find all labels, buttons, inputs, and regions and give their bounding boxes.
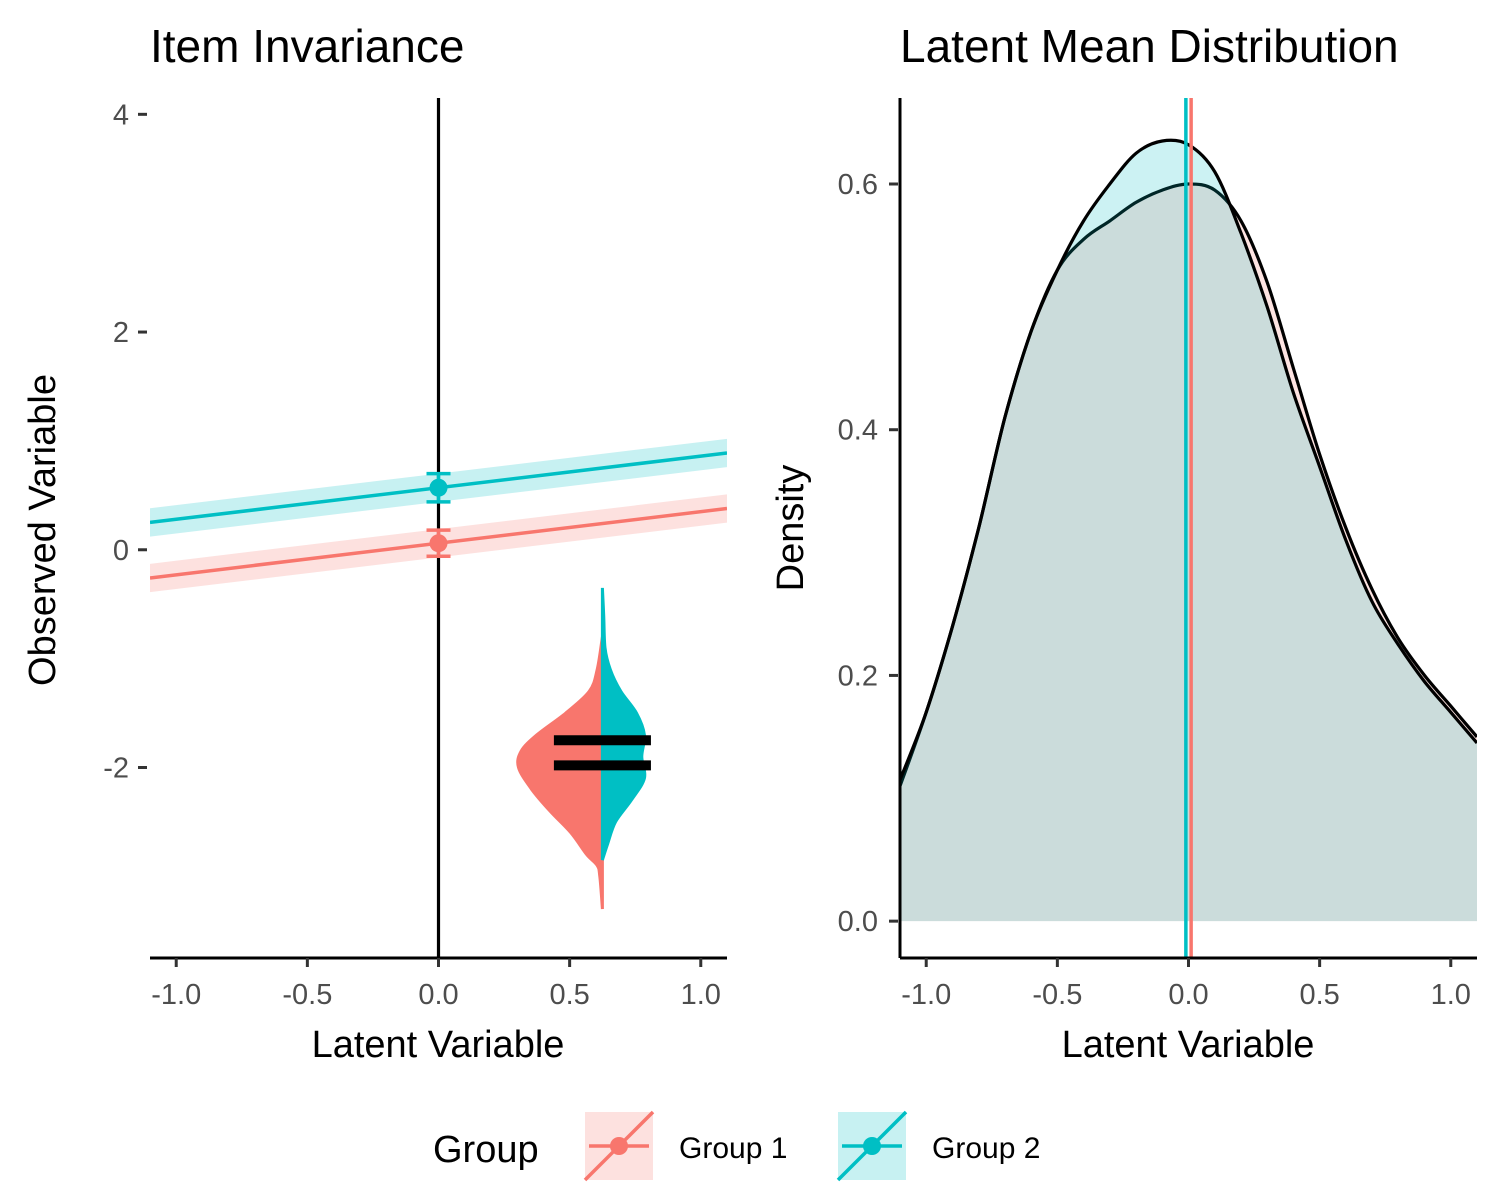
left-axes: -1.0 -0.5 0.0 0.5 1.0 -2 0 2 4 — [103, 99, 727, 1011]
right-plot-area — [900, 98, 1477, 958]
group-2-density-area — [900, 140, 1477, 922]
group-2-density-curve — [900, 138, 1477, 781]
group-2-legend-point — [863, 1137, 881, 1155]
group-2-intercept-point — [429, 478, 448, 497]
left-x-tick-label: -1.0 — [151, 979, 201, 1011]
right-x-tick-label: 0.5 — [1299, 979, 1339, 1011]
left-x-tick-label: 0.0 — [418, 979, 458, 1011]
legend-title: Group — [433, 1129, 539, 1171]
right-y-tick-label: 0.6 — [838, 169, 878, 201]
group-1-legend-label: Group 1 — [679, 1132, 787, 1165]
group-1-violin-half — [516, 636, 604, 910]
left-y-tick-label: 0 — [113, 535, 129, 567]
right-x-tick-label: 1.0 — [1431, 979, 1471, 1011]
left-y-axis-title: Observed Variable — [22, 374, 64, 686]
left-plot-area — [150, 98, 727, 958]
legend: Group Group 1 Group 2 — [433, 1110, 1040, 1182]
right-chart-title: Latent Mean Distribution — [900, 20, 1399, 72]
left-chart-title: Item Invariance — [150, 20, 464, 72]
right-x-tick-label: 0.0 — [1168, 979, 1208, 1011]
group-1-density-area — [900, 184, 1477, 922]
right-axes: -1.0 -0.5 0.0 0.5 1.0 0.0 0.2 0.4 0.6 — [838, 98, 1477, 1011]
left-x-tick-label: 1.0 — [681, 979, 721, 1011]
right-y-axis-title: Density — [770, 465, 812, 592]
group-2-legend-label: Group 2 — [932, 1132, 1040, 1165]
latent-mean-distribution-panel: Latent Mean Distribution -1.0 -0.5 0.0 0.5 1… — [770, 20, 1477, 1066]
right-y-tick-label: 0.4 — [838, 415, 878, 447]
left-y-tick-label: 4 — [113, 99, 129, 131]
right-y-tick-label: 0.2 — [838, 660, 878, 692]
left-x-tick-label: 0.5 — [549, 979, 589, 1011]
group-2-violin-half — [600, 587, 647, 861]
left-y-tick-label: 2 — [113, 317, 129, 349]
left-y-tick-label: -2 — [103, 752, 129, 784]
legend-items: Group 1 Group 2 — [583, 1110, 1040, 1182]
left-x-axis-title: Latent Variable — [312, 1024, 565, 1066]
item-invariance-panel: Item Invariance -1.0 -0.5 0.0 0.5 1.0 -2 0 2 4 L… — [22, 20, 727, 1066]
group-1-legend-point — [610, 1137, 628, 1155]
right-x-axis-title: Latent Variable — [1062, 1024, 1315, 1066]
right-y-tick-label: 0.0 — [838, 906, 878, 938]
right-x-tick-label: -1.0 — [901, 979, 951, 1011]
left-x-tick-label: -0.5 — [282, 979, 332, 1011]
right-x-tick-label: -0.5 — [1032, 979, 1082, 1011]
group-1-intercept-point — [429, 534, 448, 553]
